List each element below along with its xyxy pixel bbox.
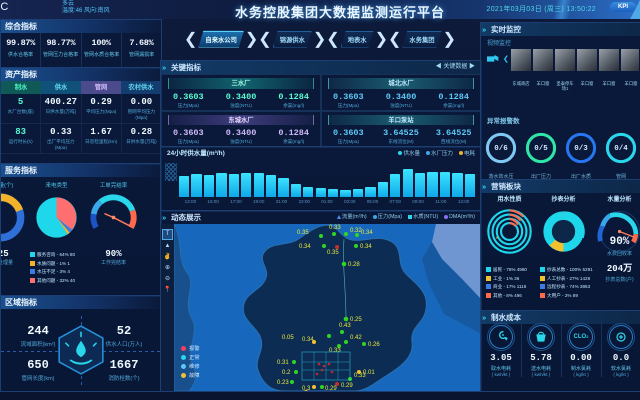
- svg-text:0.34: 0.34: [361, 230, 373, 236]
- svg-text:0/5: 0/5: [534, 145, 548, 153]
- svg-text:0.05: 0.05: [282, 335, 294, 341]
- svg-text:0.35: 0.35: [297, 230, 309, 236]
- svg-text:0.29: 0.29: [325, 386, 337, 391]
- svg-text:0.28: 0.28: [348, 262, 360, 268]
- svg-text:0.34: 0.34: [299, 244, 311, 250]
- svg-text:0.26: 0.26: [368, 342, 380, 348]
- svg-text:0.29: 0.29: [341, 383, 353, 389]
- svg-text:0/6: 0/6: [494, 145, 508, 153]
- svg-text:0.35: 0.35: [327, 250, 339, 256]
- svg-text:0/3: 0/3: [574, 145, 588, 153]
- svg-text:0.33: 0.33: [329, 348, 341, 354]
- svg-text:0.33: 0.33: [329, 225, 341, 231]
- svg-text:0.31: 0.31: [277, 360, 289, 366]
- svg-text:0.33: 0.33: [354, 373, 366, 379]
- svg-text:0/4: 0/4: [614, 145, 628, 153]
- svg-text:0.34: 0.34: [302, 337, 314, 343]
- svg-text:0.23: 0.23: [277, 380, 289, 386]
- svg-text:0.34: 0.34: [360, 244, 372, 250]
- svg-text:0.43: 0.43: [339, 323, 351, 329]
- svg-text:0.2: 0.2: [282, 370, 291, 376]
- svg-text:0.42: 0.42: [350, 335, 362, 341]
- svg-text:0.25: 0.25: [350, 317, 362, 323]
